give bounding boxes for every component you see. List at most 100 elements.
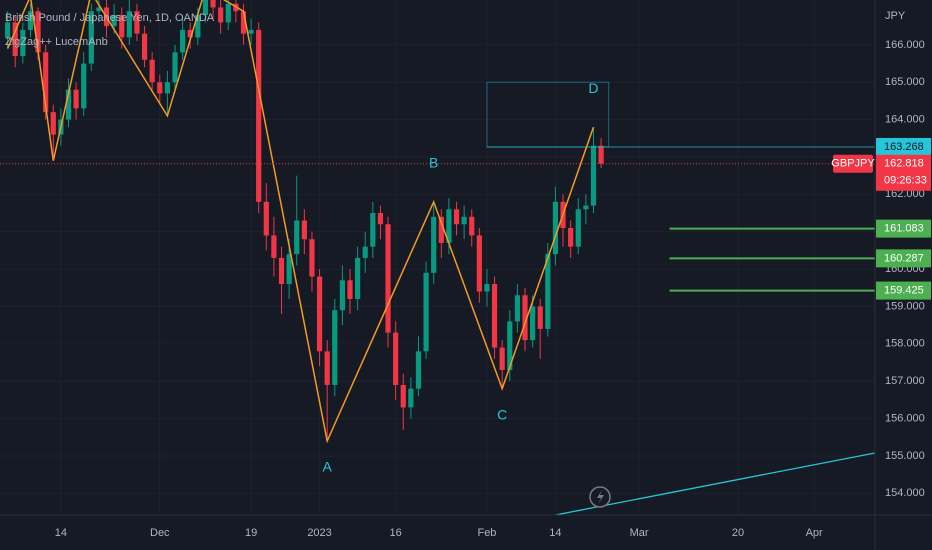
- x-tick-label: 14: [55, 527, 67, 539]
- candle-body: [552, 201, 559, 255]
- candle-body: [332, 310, 338, 385]
- candle-body: [195, 14, 201, 38]
- alert-bolt[interactable]: [597, 490, 604, 504]
- candle-body: [537, 306, 543, 329]
- symbol-label: GBPJPY: [831, 158, 875, 170]
- level-tag: [876, 281, 931, 300]
- candle-body: [575, 209, 581, 247]
- candle-body: [583, 205, 589, 210]
- symbol-tag: [833, 154, 873, 173]
- candle-body: [370, 213, 376, 247]
- candle-body: [157, 82, 163, 94]
- indicator-label: ZigZag++ LucemAnb: [5, 36, 108, 48]
- x-tick-label: Mar: [630, 527, 649, 539]
- candle-body: [309, 239, 315, 277]
- candle-body: [461, 216, 467, 225]
- candle-body: [149, 59, 155, 83]
- candle-body: [568, 227, 574, 247]
- candle-body: [408, 388, 414, 408]
- alert-icon[interactable]: [589, 486, 611, 508]
- level-tag: [876, 219, 931, 238]
- candle-body: [294, 220, 300, 255]
- chart-title: British Pound / Japanese Yen, 1D, OANDA: [5, 12, 215, 24]
- x-tick-label: 14: [549, 527, 561, 539]
- candle-body: [263, 201, 269, 236]
- x-tick-label: 2023: [307, 527, 331, 539]
- candle-body: [12, 22, 18, 57]
- y-tick-label: 157.000: [885, 375, 925, 387]
- candle-body: [180, 29, 186, 53]
- candle-body: [446, 209, 452, 243]
- candle-body: [324, 351, 330, 385]
- candle-body: [377, 213, 384, 225]
- candle-body: [590, 145, 597, 206]
- price-label: 162.818: [884, 158, 924, 170]
- candle-body: [20, 29, 26, 57]
- y-tick-label: 164.000: [885, 113, 925, 125]
- d-level-label: 163.268: [884, 141, 924, 153]
- pattern-label: A: [323, 459, 333, 475]
- x-tick-label: Apr: [806, 527, 823, 539]
- candle-body: [476, 235, 482, 292]
- candle-body: [256, 29, 262, 202]
- x-tick-label: 19: [245, 527, 257, 539]
- currency-label: JPY: [885, 10, 906, 22]
- candle-body: [225, 3, 231, 23]
- pattern-label: D: [588, 80, 598, 96]
- candle-body: [35, 11, 41, 53]
- pattern-label: B: [429, 155, 438, 171]
- candle-body: [522, 295, 528, 341]
- x-tick-label: Dec: [150, 527, 170, 539]
- d-level-tag: [876, 137, 931, 156]
- candle-body: [491, 284, 498, 348]
- y-tick-label: 166.000: [885, 39, 925, 51]
- candle-body: [393, 332, 399, 385]
- candle-body: [301, 220, 307, 240]
- y-tick-label: 155.000: [885, 450, 925, 462]
- candle-body: [431, 216, 437, 273]
- candle-body: [423, 272, 429, 352]
- y-tick-label: 154.000: [885, 487, 925, 499]
- level-tag: [876, 249, 931, 268]
- y-tick-label: 159.000: [885, 300, 925, 312]
- candle-body: [88, 11, 94, 64]
- candle-body: [43, 52, 49, 113]
- candle-body: [126, 11, 132, 38]
- y-tick-label: 162.000: [885, 188, 925, 200]
- candle-body: [469, 216, 475, 236]
- zigzag-line: [6, 0, 595, 444]
- candle-body: [514, 295, 520, 322]
- x-tick-label: Feb: [477, 527, 496, 539]
- pattern-label: C: [497, 406, 507, 422]
- candle-body: [81, 63, 87, 109]
- trend-line: [555, 452, 875, 515]
- candle-body: [415, 351, 422, 389]
- countdown-label: 09:26:33: [884, 175, 927, 187]
- candle-body: [65, 89, 72, 120]
- candle-body: [453, 209, 460, 225]
- level-label: 161.083: [884, 223, 924, 235]
- candle-body: [339, 280, 345, 311]
- candle-body: [50, 112, 56, 135]
- candle-body: [134, 11, 140, 34]
- candle-body: [355, 257, 361, 299]
- candle-body: [400, 384, 406, 408]
- candle-body: [347, 280, 353, 299]
- candle-body: [530, 306, 536, 341]
- candle-body: [96, 7, 102, 12]
- candle-body: [111, 14, 117, 27]
- candle-body: [210, 0, 216, 8]
- level-label: 160.287: [884, 252, 924, 264]
- candle-body: [164, 82, 170, 94]
- x-tick-label: 16: [390, 527, 402, 539]
- candle-body: [141, 33, 148, 60]
- candle-body: [119, 14, 125, 38]
- candle-body: [218, 7, 224, 23]
- candle-body: [438, 216, 444, 243]
- candle-body: [271, 235, 277, 258]
- candle-body: [362, 246, 368, 258]
- candle-body: [73, 89, 79, 109]
- candle-body: [248, 29, 254, 34]
